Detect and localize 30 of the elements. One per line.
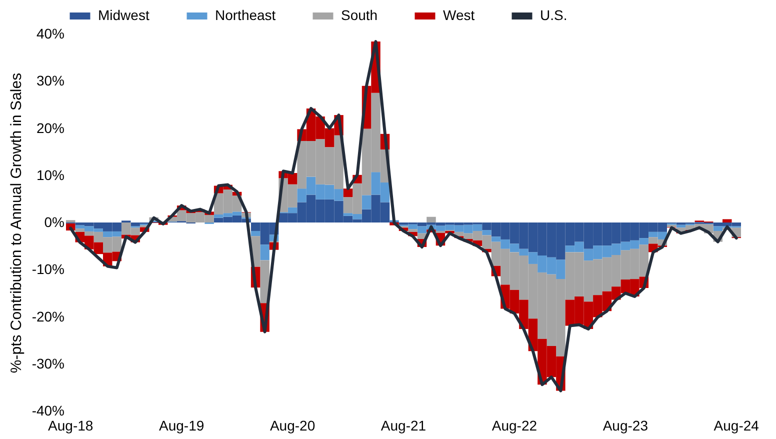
y-tick-label: 10% <box>36 166 64 183</box>
x-tick-label: Aug-19 <box>159 418 204 434</box>
y-tick-label: 0% <box>44 214 64 230</box>
legend-label: South <box>341 7 378 23</box>
legend-label: U.S. <box>540 7 568 23</box>
y-tick-label: 30% <box>36 72 64 89</box>
legend-label: West <box>443 7 475 23</box>
x-tick-label: Aug-21 <box>380 418 426 434</box>
x-tick-label: Aug-24 <box>714 418 760 434</box>
y-tick-label: -30% <box>32 355 64 372</box>
bar <box>408 229 418 232</box>
bar <box>343 188 353 198</box>
bar <box>260 244 270 260</box>
line-series <box>69 40 738 392</box>
y-tick-label: 20% <box>36 120 64 136</box>
bar <box>362 195 372 210</box>
x-tick-label: Aug-22 <box>492 418 538 434</box>
bar <box>426 216 436 222</box>
legend-label: Midwest <box>98 7 150 23</box>
y-tick-label: -10% <box>32 261 64 278</box>
y-axis-title: %-pts Contribution to Annual Growth in Sales <box>8 72 25 374</box>
legend-label: Northeast <box>215 7 276 23</box>
y-tick-label: -20% <box>32 308 64 324</box>
x-tick-label: Aug-23 <box>602 418 648 434</box>
x-tick-label: Aug-18 <box>48 418 94 434</box>
bar <box>722 219 732 222</box>
bar <box>250 230 260 236</box>
x-tick-label: Aug-20 <box>270 418 316 434</box>
y-tick-label: -40% <box>32 402 64 418</box>
y-tick-label: 40% <box>36 26 64 42</box>
